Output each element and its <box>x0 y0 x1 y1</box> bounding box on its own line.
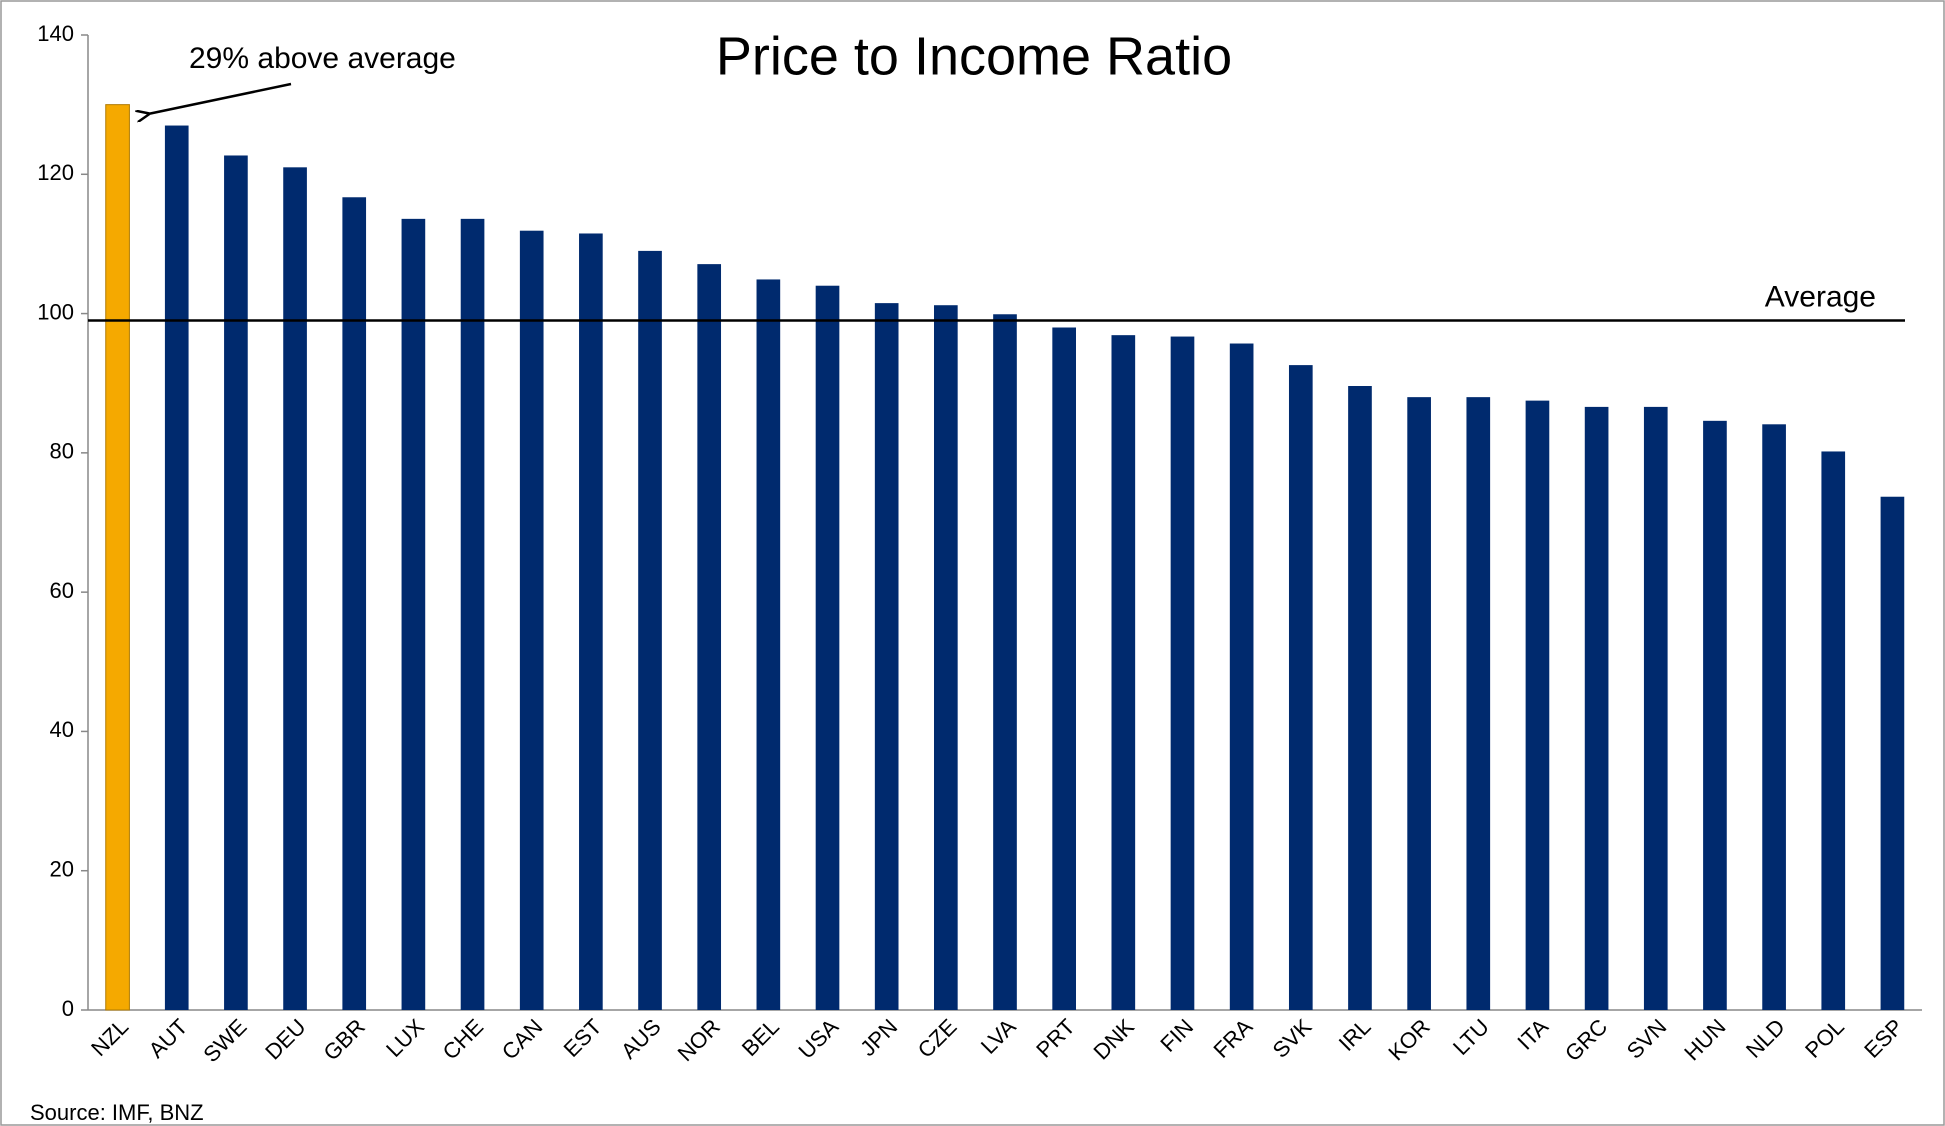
y-tick-label: 40 <box>50 717 74 742</box>
bar <box>519 230 544 1011</box>
bar <box>934 305 958 1010</box>
bar <box>1703 420 1727 1011</box>
x-tick-label: NZL <box>86 1014 133 1061</box>
y-tick-label: 20 <box>50 857 74 882</box>
x-tick-label: KOR <box>1383 1014 1434 1065</box>
bar <box>401 218 426 1010</box>
bar <box>224 155 248 1010</box>
bar <box>1052 327 1076 1010</box>
x-tick-label: CHE <box>438 1014 489 1065</box>
annotation: 29% above average <box>189 42 456 75</box>
x-tick-label: NLD <box>1741 1014 1790 1063</box>
x-tick-label: CAN <box>497 1014 548 1065</box>
x-tick-label: LUX <box>381 1014 429 1062</box>
bar <box>1288 365 1313 1010</box>
x-tick-label: PRT <box>1031 1014 1080 1063</box>
x-tick-label: DNK <box>1088 1014 1139 1065</box>
x-tick-label: SVK <box>1268 1014 1317 1063</box>
x-tick-label: EST <box>559 1014 607 1062</box>
bar <box>1880 496 1905 1010</box>
x-tick-label: NOR <box>673 1014 725 1066</box>
bar <box>1111 335 1136 1010</box>
x-tick-label: SVN <box>1622 1014 1672 1064</box>
y-tick-label: 140 <box>37 21 74 46</box>
bar <box>164 125 189 1011</box>
bar <box>460 218 485 1010</box>
bar <box>1170 336 1195 1010</box>
x-tick-label: SWE <box>198 1014 251 1067</box>
x-tick-label: LTU <box>1448 1014 1494 1060</box>
bar <box>1762 424 1786 1010</box>
bar <box>1643 406 1668 1011</box>
bar <box>1584 406 1609 1011</box>
x-tick-label: GBR <box>318 1014 369 1065</box>
x-tick-label: POL <box>1800 1014 1849 1063</box>
y-tick-label: 60 <box>50 578 74 603</box>
y-tick-label: 100 <box>37 299 74 324</box>
x-tick-label: AUS <box>616 1014 666 1064</box>
bar <box>1466 397 1491 1011</box>
x-tick-label: GRC <box>1560 1014 1612 1066</box>
bar <box>874 303 899 1010</box>
bar <box>697 264 722 1010</box>
bar <box>1525 400 1550 1010</box>
annotation-arrow <box>148 82 292 114</box>
bar <box>1407 397 1431 1011</box>
x-tick-label: ESP <box>1859 1014 1908 1063</box>
y-tick-label: 120 <box>37 160 74 185</box>
bar <box>579 233 603 1010</box>
bar <box>993 314 1017 1011</box>
bar <box>105 104 130 1011</box>
bar <box>1229 343 1254 1011</box>
bar <box>1348 386 1372 1010</box>
x-tick-label: DEU <box>260 1014 311 1065</box>
x-tick-label: CZE <box>913 1014 962 1063</box>
bar <box>756 279 781 1011</box>
x-tick-label: LVA <box>976 1014 1021 1059</box>
average-label: Average <box>1765 280 1876 313</box>
source: Source: IMF, BNZ <box>30 1100 204 1125</box>
bar <box>1821 451 1846 1010</box>
x-tick-label: USA <box>793 1014 843 1064</box>
bar <box>283 167 307 1011</box>
bar <box>815 285 840 1010</box>
y-tick-label: 80 <box>50 439 74 464</box>
bar <box>638 250 662 1011</box>
x-tick-label: ITA <box>1512 1014 1553 1055</box>
x-tick-label: FIN <box>1155 1014 1198 1057</box>
x-tick-label: AUT <box>144 1014 193 1063</box>
x-tick-label: FRA <box>1209 1014 1258 1063</box>
x-tick-label: BEL <box>737 1014 784 1061</box>
y-tick-label: 0 <box>62 996 74 1021</box>
bar <box>342 197 367 1011</box>
x-tick-label: JPN <box>855 1014 902 1061</box>
x-tick-label: IRL <box>1334 1014 1376 1056</box>
chart-title: Price to Income Ratio <box>716 26 1232 86</box>
x-tick-label: HUN <box>1679 1014 1730 1065</box>
